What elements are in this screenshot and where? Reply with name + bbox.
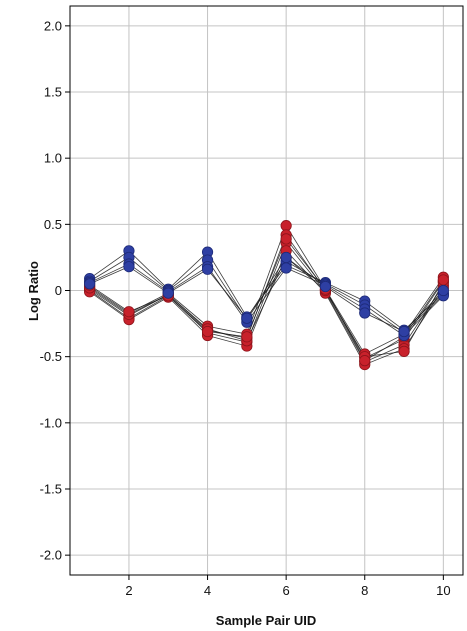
series-line-10 [89, 238, 444, 362]
series-lines [89, 224, 444, 366]
x-tick-label: 2 [125, 583, 132, 598]
y-tick-labels: 2.0 1.5 1.0 0.5 0 -0.5 -1.0 -1.5 -2.0 [40, 18, 62, 562]
data-point-red [280, 233, 292, 245]
data-points [84, 220, 449, 371]
x-axis-title: Sample Pair UID [216, 613, 316, 628]
data-point-red [280, 220, 292, 232]
data-point-red [359, 355, 371, 367]
data-point-blue [319, 280, 332, 293]
data-point-blue [84, 278, 96, 290]
data-point-blue [201, 263, 214, 275]
y-axis-title: Log Ratio [26, 261, 41, 321]
x-tick-labels: 2 4 6 8 10 [125, 583, 450, 598]
y-tick-label: -2.0 [40, 548, 62, 563]
x-tick-label: 10 [436, 583, 450, 598]
series-line-6 [89, 234, 444, 359]
data-point-blue [123, 261, 135, 273]
y-tick-label: -1.0 [40, 415, 62, 430]
series-line-9 [89, 256, 444, 358]
data-point-red [398, 345, 410, 357]
data-point-blue [359, 307, 371, 319]
y-tick-label: -1.5 [40, 481, 62, 496]
data-point-blue [280, 262, 292, 274]
x-tick-label: 8 [361, 583, 368, 598]
y-tick-label: 0 [55, 283, 62, 298]
data-point-blue [398, 325, 410, 338]
x-tick-label: 4 [204, 583, 211, 598]
y-tick-label: 0.5 [44, 217, 62, 232]
data-point-red [437, 274, 449, 286]
y-tick-label: 1.0 [44, 151, 62, 166]
x-tick-label: 6 [283, 583, 290, 598]
data-point-red [201, 325, 214, 338]
data-point-red [123, 306, 135, 318]
data-point-blue [280, 251, 292, 264]
data-point-red [241, 331, 253, 343]
y-tick-label: 1.5 [44, 85, 62, 100]
axis-ticks [65, 25, 444, 580]
data-point-blue [437, 284, 449, 297]
series-line-2 [89, 256, 444, 334]
series-line-5 [89, 224, 444, 355]
y-tick-label: 2.0 [44, 18, 62, 33]
data-point-blue [162, 287, 174, 299]
data-point-blue [241, 312, 253, 324]
y-tick-label: -0.5 [40, 349, 62, 364]
series-line-7 [89, 242, 444, 363]
